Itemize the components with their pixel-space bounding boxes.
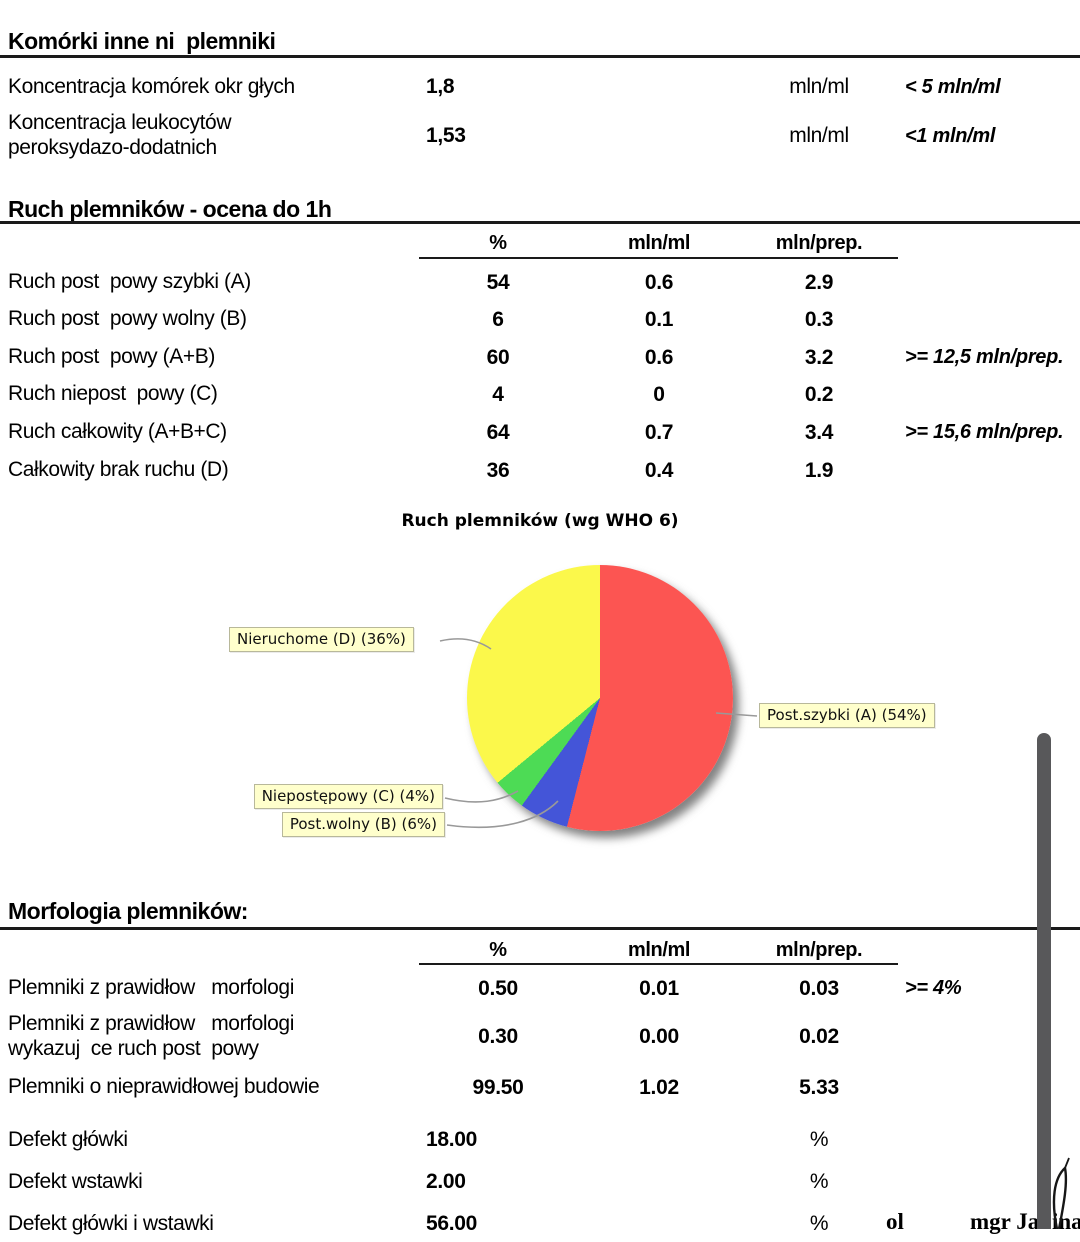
table-row: Defekt wstawki 2.00 % xyxy=(0,1164,1080,1200)
cell-mln-prep: 2.9 xyxy=(804,270,834,294)
table-header-row: % mln/ml mln/prep. xyxy=(0,230,1080,256)
table-row: Defekt główki i wstawki 56.00 % xyxy=(0,1206,1080,1242)
pie-label-post-wolny: Post.wolny (B) (6%) xyxy=(281,812,445,837)
table-header-row: % mln/ml mln/prep. xyxy=(0,937,1080,963)
column-header-pct: % xyxy=(489,231,507,254)
row-label: Ruch post powy wolny (B) xyxy=(8,307,247,331)
row-label: Plemniki z prawidłow morfologi wykazuj c… xyxy=(8,1012,294,1060)
column-header-mlnml: mln/ml xyxy=(627,938,691,961)
row-unit: mln/ml xyxy=(789,75,849,98)
row-value: 56.00 xyxy=(426,1212,478,1235)
row-unit: % xyxy=(809,1212,829,1235)
section-title-other-cells: Komórki inne ni plemniki xyxy=(8,28,276,54)
cell-mln-prep: 0.3 xyxy=(804,307,834,331)
cell-mln-ml: 1.02 xyxy=(639,1075,679,1099)
cell-mln-ml: 0.7 xyxy=(644,420,674,444)
pie-label-nieruchome: Nieruchome (D) (36%) xyxy=(229,627,414,652)
cell-mln-ml: 0.4 xyxy=(644,458,674,482)
row-label: Koncentracja leukocytów peroksydazo-doda… xyxy=(8,111,232,159)
table-row: Plemniki z prawidłow morfologi wykazuj c… xyxy=(0,1007,1080,1067)
column-header-pct: % xyxy=(489,938,507,961)
cell-pct: 54 xyxy=(486,270,510,294)
column-header-mlnprep: mln/prep. xyxy=(775,231,863,254)
cell-mln-ml: 0.01 xyxy=(639,976,679,1000)
table-row: Ruch niepost powy (C) 4 0 0.2 xyxy=(0,376,1080,413)
divider xyxy=(0,221,1080,224)
row-value: 1,8 xyxy=(426,75,455,98)
row-label: Ruch post powy (A+B) xyxy=(8,345,215,369)
row-label: Całkowity brak ruchu (D) xyxy=(8,458,229,482)
cell-mln-ml: 0.1 xyxy=(644,307,674,331)
row-label: Ruch niepost powy (C) xyxy=(8,382,218,406)
row-label: Plemniki z prawidłow morfologi xyxy=(8,976,294,1000)
signature-fragment: mgr Ja xyxy=(970,1209,1040,1234)
row-value: 1,53 xyxy=(426,124,466,147)
pie-callout-lines xyxy=(439,638,758,829)
cell-mln-prep: 0.02 xyxy=(799,1025,839,1048)
pie-label-post-szybki: Post.szybki (A) (54%) xyxy=(759,703,935,728)
table-row: Defekt główki 18.00 % xyxy=(0,1122,1080,1158)
table-row: Ruch post powy wolny (B) 6 0.1 0.3 xyxy=(0,301,1080,338)
row-label: Defekt wstawki xyxy=(8,1169,143,1193)
cell-pct: 36 xyxy=(486,458,510,482)
cell-norm: >= 12,5 mln/prep. xyxy=(905,346,1064,368)
cell-mln-prep: 3.4 xyxy=(804,420,834,444)
row-label: Koncentracja komórek okr głych xyxy=(8,74,295,98)
cell-mln-ml: 0.00 xyxy=(639,1025,679,1048)
row-label: Ruch post powy szybki (A) xyxy=(8,270,251,294)
cell-pct: 60 xyxy=(486,345,510,369)
cell-mln-ml: 0.6 xyxy=(644,345,674,369)
divider xyxy=(0,927,1080,930)
cell-pct: 6 xyxy=(492,307,504,331)
cell-mln-ml: 0.6 xyxy=(644,270,674,294)
divider xyxy=(0,55,1080,58)
cell-mln-prep: 5.33 xyxy=(799,1075,839,1099)
cell-mln-prep: 0.2 xyxy=(804,382,834,406)
cell-mln-prep: 0.03 xyxy=(799,976,839,1000)
table-row: Ruch post powy szybki (A) 54 0.6 2.9 xyxy=(0,264,1080,301)
table-row: Ruch post powy (A+B) 60 0.6 3.2 >= 12,5 … xyxy=(0,339,1080,376)
table-row: Plemniki o nieprawidłowej budowie 99.50 … xyxy=(0,1069,1080,1106)
column-header-mlnml: mln/ml xyxy=(627,231,691,254)
table-row: Ruch całkowity (A+B+C) 64 0.7 3.4 >= 15,… xyxy=(0,414,1080,451)
cell-norm: >= 4% xyxy=(905,977,962,999)
cell-norm: >= 15,6 mln/prep. xyxy=(905,421,1064,443)
table-row: Plemniki z prawidłow morfologi 0.50 0.01… xyxy=(0,970,1080,1007)
row-unit: % xyxy=(809,1170,829,1193)
row-label: Plemniki o nieprawidłowej budowie xyxy=(8,1075,320,1099)
cell-pct: 64 xyxy=(486,420,510,444)
row-value: 2.00 xyxy=(426,1170,466,1193)
cell-mln-prep: 1.9 xyxy=(804,458,834,482)
cell-mln-prep: 3.2 xyxy=(804,345,834,369)
cell-pct: 0.50 xyxy=(478,976,518,1000)
signature-fragment: ol xyxy=(886,1209,904,1234)
row-label: Ruch całkowity (A+B+C) xyxy=(8,420,227,444)
scrollbar-thumb[interactable] xyxy=(1037,733,1051,1229)
header-underline xyxy=(419,257,898,259)
table-row: Koncentracja leukocytów peroksydazo-doda… xyxy=(0,106,1080,166)
pie-label-niepostepowy: Niepostępowy (C) (4%) xyxy=(253,784,443,809)
column-header-mlnprep: mln/prep. xyxy=(775,938,863,961)
signature-pen-stroke xyxy=(1052,1157,1070,1229)
row-value: 18.00 xyxy=(426,1128,478,1151)
cell-pct: 0.30 xyxy=(478,1025,518,1048)
header-underline xyxy=(419,963,898,965)
cell-pct: 4 xyxy=(492,382,504,406)
table-row: Całkowity brak ruchu (D) 36 0.4 1.9 xyxy=(0,452,1080,489)
section-title-morphology: Morfologia plemników: xyxy=(8,898,248,924)
cell-mln-ml: 0 xyxy=(653,382,665,406)
row-label: Defekt główki i wstawki xyxy=(8,1211,214,1235)
pie xyxy=(467,565,733,831)
section-title-motility: Ruch plemników - ocena do 1h xyxy=(8,196,332,222)
table-row: Koncentracja komórek okr głych 1,8 mln/m… xyxy=(0,68,1080,106)
row-unit: mln/ml xyxy=(789,124,849,147)
row-unit: % xyxy=(809,1128,829,1151)
row-norm: <1 mln/ml xyxy=(905,124,996,147)
row-norm: < 5 mln/ml xyxy=(905,75,1001,98)
cell-pct: 99.50 xyxy=(472,1075,524,1099)
chart-title: Ruch plemników (wg WHO 6) xyxy=(401,511,679,531)
row-label: Defekt główki xyxy=(8,1127,128,1151)
